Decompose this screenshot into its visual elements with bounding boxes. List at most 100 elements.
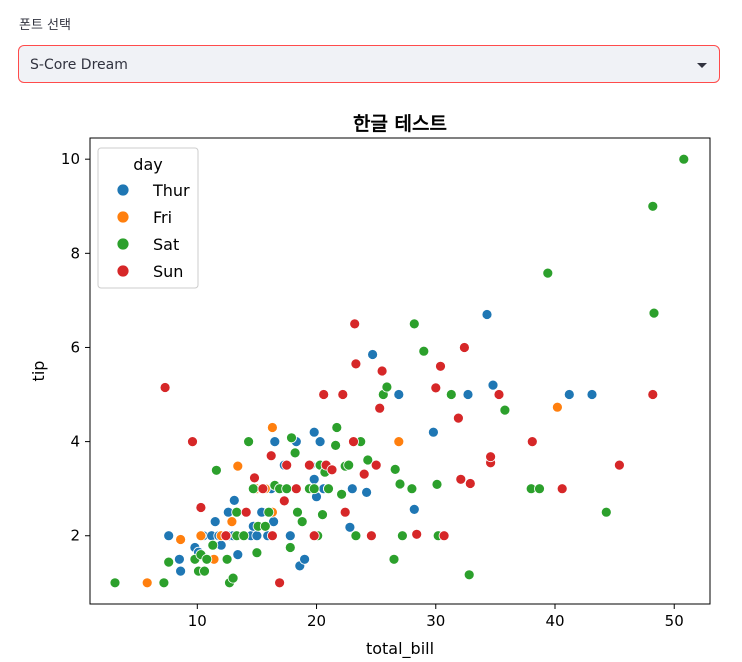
x-tick-label: 50 bbox=[665, 612, 684, 630]
data-point bbox=[396, 530, 408, 542]
data-point bbox=[240, 506, 252, 518]
data-point bbox=[408, 318, 420, 330]
data-points bbox=[109, 153, 690, 589]
data-point bbox=[227, 572, 239, 584]
data-point bbox=[431, 478, 443, 490]
font-select-value: S-Core Dream bbox=[30, 57, 128, 73]
data-point bbox=[308, 473, 320, 485]
legend-label: Fri bbox=[153, 208, 172, 227]
font-select[interactable]: S-Core Dream bbox=[18, 45, 720, 83]
data-point bbox=[317, 509, 328, 521]
data-point bbox=[348, 436, 359, 448]
series-sat bbox=[109, 153, 690, 589]
data-point bbox=[381, 381, 393, 393]
data-point bbox=[247, 483, 259, 495]
data-point bbox=[435, 360, 446, 372]
data-point bbox=[303, 459, 315, 471]
data-point bbox=[376, 365, 388, 377]
data-point bbox=[201, 553, 213, 565]
y-tick-label: 2 bbox=[70, 527, 80, 545]
data-point bbox=[263, 506, 275, 518]
data-point bbox=[408, 503, 420, 515]
data-point bbox=[281, 459, 293, 471]
legend-label: Thur bbox=[152, 181, 190, 200]
data-point bbox=[266, 530, 278, 542]
data-point bbox=[455, 473, 467, 485]
data-point bbox=[289, 447, 301, 459]
scatter-chart: 한글 테스트 10 20 30 40 50 2 4 6 8 10 total_bill tip d… bbox=[29, 113, 711, 659]
y-axis-label: tip bbox=[29, 361, 48, 382]
data-point bbox=[339, 506, 351, 518]
data-point bbox=[243, 436, 255, 448]
data-point bbox=[199, 565, 210, 577]
data-point bbox=[427, 426, 439, 438]
data-point bbox=[452, 412, 464, 424]
data-point bbox=[556, 483, 568, 495]
data-point bbox=[318, 389, 330, 400]
data-point bbox=[281, 483, 293, 495]
plot-frame bbox=[89, 137, 711, 605]
data-point bbox=[331, 422, 343, 433]
data-point bbox=[393, 436, 405, 448]
data-point bbox=[265, 450, 277, 462]
y-tick-label: 8 bbox=[70, 244, 80, 262]
x-tick-label: 40 bbox=[545, 612, 564, 630]
data-point bbox=[526, 436, 538, 448]
data-point bbox=[418, 345, 430, 357]
data-point bbox=[266, 422, 278, 433]
y-tick-label: 10 bbox=[61, 150, 80, 168]
data-point bbox=[458, 342, 470, 353]
data-point bbox=[487, 379, 499, 391]
data-point bbox=[251, 547, 263, 559]
data-point bbox=[308, 530, 320, 542]
y-tick-label: 4 bbox=[70, 433, 80, 451]
data-point bbox=[249, 472, 260, 484]
data-point bbox=[374, 402, 386, 414]
data-point bbox=[163, 556, 175, 568]
data-point bbox=[389, 463, 401, 475]
data-point bbox=[430, 382, 442, 394]
data-point bbox=[175, 565, 187, 577]
data-point bbox=[299, 553, 311, 565]
data-point bbox=[464, 478, 476, 489]
data-point bbox=[163, 530, 175, 542]
data-point bbox=[350, 530, 362, 542]
data-point bbox=[406, 483, 418, 495]
x-tick-label: 30 bbox=[426, 612, 445, 630]
data-point bbox=[195, 530, 207, 542]
data-point bbox=[292, 506, 303, 518]
chevron-down-icon[interactable] bbox=[697, 63, 707, 68]
legend-label: Sun bbox=[153, 262, 183, 281]
data-point bbox=[344, 521, 356, 533]
data-point bbox=[647, 200, 659, 212]
data-point bbox=[232, 460, 244, 472]
data-point bbox=[614, 459, 625, 471]
data-point bbox=[481, 309, 493, 320]
legend-marker bbox=[116, 264, 130, 278]
data-point bbox=[370, 459, 382, 471]
x-tick-label: 10 bbox=[188, 612, 207, 630]
series-sun bbox=[159, 318, 659, 589]
data-point bbox=[393, 389, 405, 400]
x-axis-label: total_bill bbox=[366, 639, 434, 659]
data-point bbox=[308, 483, 320, 495]
data-point bbox=[542, 267, 554, 279]
chart-title: 한글 테스트 bbox=[353, 113, 447, 135]
data-point bbox=[358, 468, 370, 480]
data-point bbox=[109, 577, 121, 589]
data-point bbox=[586, 389, 598, 400]
data-point bbox=[210, 464, 222, 476]
data-point bbox=[600, 506, 612, 518]
data-point bbox=[308, 426, 320, 438]
data-point bbox=[284, 530, 296, 542]
data-point bbox=[238, 530, 250, 542]
data-point bbox=[485, 451, 497, 463]
y-tick-label: 6 bbox=[70, 338, 80, 356]
data-point bbox=[346, 483, 358, 495]
data-point bbox=[323, 483, 334, 495]
data-point bbox=[388, 553, 400, 565]
data-point bbox=[438, 530, 450, 542]
axes: 10 20 30 40 50 2 4 6 8 10 bbox=[61, 150, 684, 630]
data-point bbox=[141, 577, 153, 589]
data-point bbox=[365, 530, 377, 542]
